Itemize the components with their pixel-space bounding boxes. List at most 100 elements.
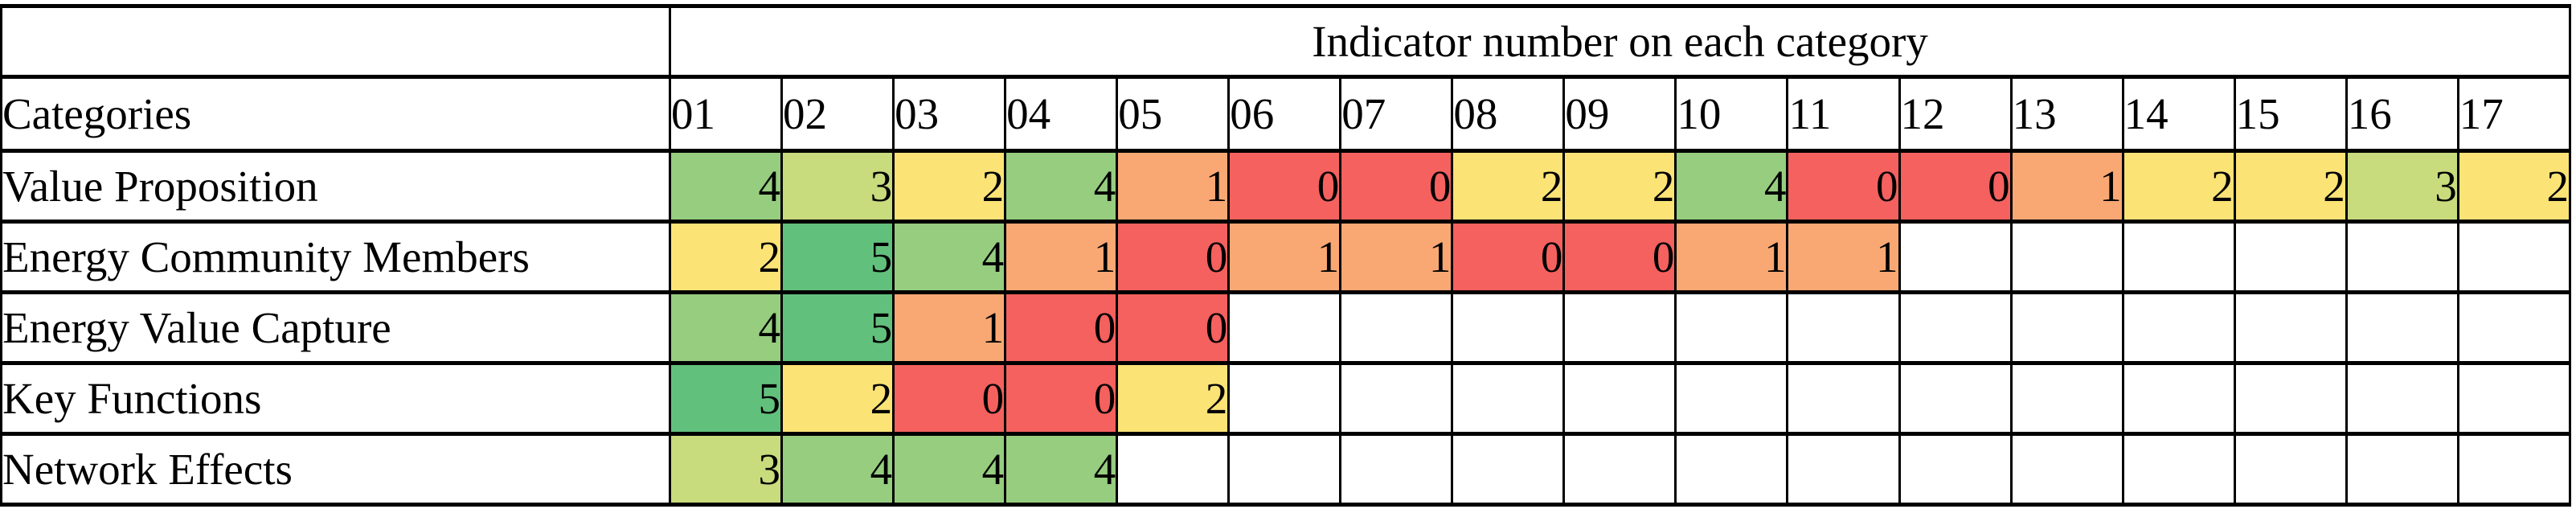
heatmap-cell: 1 — [1227, 220, 1342, 294]
column-header-14: 14 — [2121, 75, 2236, 153]
heatmap-cell: 4 — [892, 220, 1007, 294]
heatmap-cell: 2 — [2121, 149, 2236, 224]
column-header-06: 06 — [1227, 75, 1342, 153]
row-label: Energy Community Members — [0, 220, 671, 294]
empty-cell — [1451, 290, 1566, 365]
empty-cell — [2456, 290, 2572, 365]
heatmap-cell: 4 — [1674, 149, 1789, 224]
heatmap-cell: 5 — [780, 290, 895, 365]
empty-cell — [1451, 432, 1566, 507]
empty-cell — [2009, 361, 2124, 436]
empty-cell — [1451, 361, 1566, 436]
heatmap-cell: 4 — [1004, 432, 1119, 507]
empty-cell — [2009, 432, 2124, 507]
empty-cell — [1786, 290, 1901, 365]
heatmap-cell: 0 — [1116, 220, 1231, 294]
row-label: Energy Value Capture — [0, 290, 671, 365]
heatmap-cell: 4 — [668, 149, 784, 224]
column-header-10: 10 — [1674, 75, 1789, 153]
heatmap-cell: 2 — [2456, 149, 2572, 224]
heatmap-cell: 2 — [668, 220, 784, 294]
empty-cell — [1562, 361, 1677, 436]
table-row: Value Proposition 4 3 2 4 1 0 0 2 2 4 0 0 1 2 2 3 2 — [0, 149, 2572, 224]
indicator-heatmap-table: Indicator number on each category Catego… — [0, 4, 2572, 507]
empty-cell — [1674, 432, 1789, 507]
heatmap-cell: 0 — [1786, 149, 1901, 224]
heatmap-cell: 1 — [892, 290, 1007, 365]
heatmap-cell: 0 — [1562, 220, 1677, 294]
heatmap-cell: 4 — [780, 432, 895, 507]
table-row: Key Functions 5 2 0 0 2 — [0, 361, 2572, 436]
table-body: Value Proposition 4 3 2 4 1 0 0 2 2 4 0 0 1 2 2 3 2 Energy… — [0, 149, 2572, 507]
heatmap-cell: 1 — [1786, 220, 1901, 294]
heatmap-cell: 4 — [1004, 149, 1119, 224]
column-header-15: 15 — [2233, 75, 2348, 153]
categories-corner-header: Categories — [0, 75, 671, 153]
empty-cell — [1786, 432, 1901, 507]
merged-header-cell: Indicator number on each category — [669, 4, 2571, 79]
column-header-03: 03 — [892, 75, 1007, 153]
column-header-17: 17 — [2456, 75, 2572, 153]
heatmap-cell: 3 — [780, 149, 895, 224]
empty-cell — [2233, 361, 2348, 436]
row-label: Key Functions — [0, 361, 671, 436]
empty-cell — [2121, 432, 2236, 507]
heatmap-cell: 0 — [1116, 290, 1231, 365]
empty-cell — [2121, 220, 2236, 294]
empty-cell — [1116, 432, 1231, 507]
column-header-row: Categories 01 02 03 04 05 06 07 08 09 10 11 12 13 14 1… — [0, 75, 2572, 153]
empty-cell — [1562, 290, 1677, 365]
empty-cell — [2456, 432, 2572, 507]
empty-cell — [2121, 290, 2236, 365]
heatmap-cell: 1 — [1116, 149, 1231, 224]
heatmap-cell: 0 — [1339, 149, 1454, 224]
table-row: Energy Community Members 2 5 4 1 0 1 1 0 0 1 1 — [0, 220, 2572, 294]
heatmap-cell: 2 — [780, 361, 895, 436]
heatmap-cell: 0 — [1004, 361, 1119, 436]
empty-cell — [1898, 432, 2013, 507]
heatmap-cell: 4 — [892, 432, 1007, 507]
empty-cell — [1339, 361, 1454, 436]
heatmap-cell: 2 — [1562, 149, 1677, 224]
empty-cell — [1898, 220, 2013, 294]
heatmap-cell: 1 — [2009, 149, 2124, 224]
heatmap-cell: 2 — [1116, 361, 1231, 436]
empty-cell — [2456, 220, 2572, 294]
empty-cell — [1227, 361, 1342, 436]
column-header-05: 05 — [1116, 75, 1231, 153]
empty-cell — [2009, 290, 2124, 365]
heatmap-cell: 3 — [668, 432, 784, 507]
heatmap-cell: 5 — [668, 361, 784, 436]
empty-cell — [2345, 361, 2459, 436]
heatmap-cell: 1 — [1339, 220, 1454, 294]
heatmap-cell: 0 — [1898, 149, 2013, 224]
empty-cell — [1562, 432, 1677, 507]
column-header-04: 04 — [1004, 75, 1119, 153]
row-label: Value Proposition — [0, 149, 671, 224]
heatmap-cell: 1 — [1004, 220, 1119, 294]
column-header-11: 11 — [1786, 75, 1901, 153]
top-left-spacer — [0, 4, 671, 79]
merged-header-row: Indicator number on each category — [0, 4, 2571, 79]
empty-cell — [1339, 432, 1454, 507]
empty-cell — [2345, 290, 2459, 365]
column-header-08: 08 — [1451, 75, 1566, 153]
table-row: Energy Value Capture 4 5 1 0 0 — [0, 290, 2572, 365]
empty-cell — [2233, 432, 2348, 507]
empty-cell — [2345, 220, 2459, 294]
heatmap-cell: 0 — [892, 361, 1007, 436]
empty-cell — [2345, 432, 2459, 507]
empty-cell — [1674, 290, 1789, 365]
column-header-02: 02 — [780, 75, 895, 153]
row-label: Network Effects — [0, 432, 671, 507]
column-header-16: 16 — [2345, 75, 2459, 153]
empty-cell — [2233, 290, 2348, 365]
heatmap-cell: 2 — [2233, 149, 2348, 224]
empty-cell — [2233, 220, 2348, 294]
heatmap-cell: 3 — [2345, 149, 2459, 224]
heatmap-cell: 2 — [892, 149, 1007, 224]
table-row: Network Effects 3 4 4 4 — [0, 432, 2572, 507]
heatmap-cell: 1 — [1674, 220, 1789, 294]
column-header-12: 12 — [1898, 75, 2013, 153]
